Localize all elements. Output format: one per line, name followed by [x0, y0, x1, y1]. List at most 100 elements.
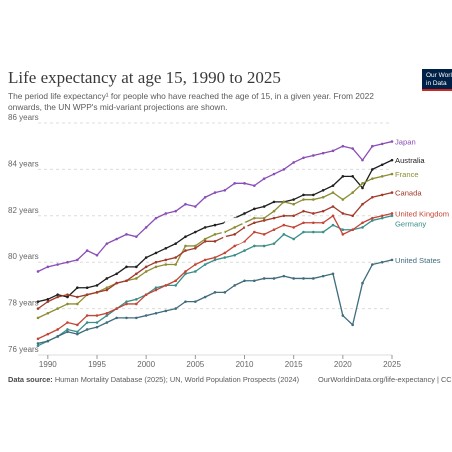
- data-point: [321, 151, 325, 155]
- data-point: [341, 314, 345, 317]
- data-point: [371, 195, 374, 199]
- data-point: [292, 198, 295, 201]
- data-point: [36, 342, 40, 345]
- data-point: [203, 295, 207, 299]
- series-label: Canada: [395, 189, 422, 198]
- data-point: [135, 235, 138, 238]
- data-point: [56, 335, 59, 338]
- y-tick-label: 84 years: [8, 159, 39, 168]
- series-label: United States: [395, 256, 441, 265]
- source-url[interactable]: OurWorldinData.org/life-expectancy | CC …: [318, 375, 452, 384]
- data-point: [351, 214, 354, 218]
- data-point: [154, 251, 158, 255]
- data-point: [213, 240, 217, 243]
- data-point: [351, 228, 354, 232]
- data-point: [361, 221, 364, 225]
- data-point: [302, 230, 305, 234]
- data-point: [390, 158, 394, 162]
- series-label: Australia: [395, 156, 425, 165]
- data-point: [115, 237, 118, 241]
- data-point: [203, 195, 207, 199]
- data-point: [341, 198, 345, 201]
- data-point: [272, 209, 276, 213]
- data-point: [223, 188, 227, 192]
- data-point: [115, 307, 118, 310]
- y-tick-label: 78 years: [8, 299, 39, 308]
- data-point: [390, 212, 394, 215]
- data-point: [371, 216, 374, 220]
- data-point: [105, 286, 109, 290]
- data-point: [282, 274, 286, 278]
- data-point: [272, 200, 276, 204]
- data-point: [36, 337, 40, 341]
- data-point: [174, 284, 177, 287]
- data-point: [135, 316, 138, 320]
- data-point: [371, 263, 374, 266]
- data-point: [321, 188, 325, 192]
- data-point: [76, 302, 79, 306]
- chart-series: [36, 140, 394, 348]
- data-point: [312, 198, 315, 201]
- data-point: [46, 265, 50, 269]
- data-point: [292, 226, 295, 229]
- data-point: [95, 253, 99, 257]
- data-point: [203, 263, 207, 266]
- data-point: [223, 291, 227, 294]
- data-point: [174, 242, 177, 245]
- data-point: [203, 258, 207, 262]
- data-point: [125, 300, 128, 303]
- data-point: [312, 277, 315, 280]
- data-point: [243, 212, 246, 215]
- data-point: [302, 198, 305, 201]
- series-line-australia: [37, 159, 393, 303]
- x-tick-label: 1995: [88, 360, 106, 369]
- x-tick-label: 2000: [137, 360, 155, 369]
- data-point: [203, 240, 207, 243]
- chart-footer: Data source: Human Mortality Database (2…: [8, 375, 452, 387]
- data-point: [243, 279, 246, 283]
- data-point: [361, 281, 364, 285]
- data-point: [66, 321, 69, 324]
- data-point: [243, 249, 246, 252]
- data-point: [262, 233, 266, 236]
- chart-title: Life expectancy at age 15, 1990 to 2025: [8, 68, 281, 87]
- source-text: Human Mortality Database (2025); UN, Wor…: [54, 375, 300, 384]
- data-point: [76, 286, 79, 290]
- data-point: [380, 142, 384, 146]
- data-point: [331, 223, 335, 227]
- data-point: [184, 270, 187, 273]
- x-tick-label: 2025: [383, 360, 401, 369]
- data-point: [36, 270, 40, 273]
- data-point: [184, 300, 187, 303]
- owid-logo[interactable]: Our World in Data: [422, 69, 452, 91]
- data-point: [292, 161, 295, 164]
- data-point: [56, 263, 59, 266]
- data-point: [174, 209, 177, 213]
- data-point: [331, 191, 335, 194]
- x-tick-label: 2005: [186, 360, 204, 369]
- y-tick-label: 76 years: [8, 345, 39, 354]
- data-point: [46, 332, 50, 336]
- data-point: [144, 314, 148, 317]
- y-tick-label: 86 years: [8, 113, 39, 122]
- data-point: [174, 307, 177, 310]
- data-point: [312, 154, 315, 157]
- hover-indicator[interactable]: [221, 217, 249, 245]
- data-point: [321, 221, 325, 225]
- data-point: [282, 223, 286, 227]
- data-point: [115, 281, 118, 285]
- data-point: [194, 263, 197, 266]
- data-point: [66, 330, 69, 334]
- data-point: [154, 216, 158, 220]
- data-point: [223, 256, 227, 259]
- data-point: [213, 223, 217, 227]
- data-point: [36, 344, 40, 348]
- series-label: France: [395, 170, 419, 179]
- data-point: [164, 258, 168, 262]
- data-point: [371, 168, 374, 171]
- data-point: [135, 265, 138, 269]
- data-point: [312, 230, 315, 234]
- data-point: [135, 302, 138, 306]
- data-point: [184, 244, 187, 248]
- data-point: [371, 177, 374, 180]
